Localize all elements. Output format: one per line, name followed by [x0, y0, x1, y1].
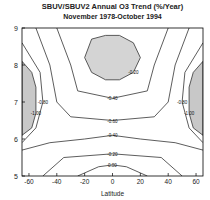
x-tick-label: -60 [24, 178, 34, 185]
y-tick-label: 8 [14, 62, 18, 69]
x-tick [112, 173, 113, 176]
contour-area [189, 61, 203, 135]
x-tick [28, 173, 29, 176]
background [0, 0, 210, 200]
y-tick [22, 139, 25, 140]
x-tick-label: 0 [111, 178, 115, 185]
subtitle: November 1978-October 1994 [63, 13, 162, 20]
contour-area [22, 61, 36, 135]
x-tick [140, 173, 141, 176]
plot-frame [22, 28, 203, 176]
x-tick [56, 173, 57, 176]
y-tick-label: 5 [14, 173, 18, 180]
contour-area [85, 35, 141, 79]
contour-label: -1.00 [31, 111, 42, 116]
contour-label: -0.40 [107, 133, 118, 138]
x-tick-label: 20 [137, 178, 145, 185]
x-tick-label: -20 [80, 178, 90, 185]
contour-label: -0.20 [107, 152, 118, 157]
y-tick-label: 6 [14, 136, 18, 143]
contour-line [57, 28, 168, 98]
title: SBUV/SBUV2 Annual O3 Trend (%/Year) [42, 2, 184, 11]
y-tick [22, 102, 25, 103]
chart-root: SBUV/SBUV2 Annual O3 Trend (%/Year) Novem… [0, 0, 210, 200]
contour-label: -0.80 [177, 100, 188, 105]
y-tick [22, 176, 25, 177]
x-tick-label: 40 [165, 178, 173, 185]
contour-line [22, 43, 43, 143]
y-tick [22, 65, 25, 66]
x-tick-label: -40 [52, 178, 62, 185]
plot-area [22, 28, 203, 176]
contour-label: -1.00 [184, 111, 195, 116]
contour-label: 0.00 [108, 163, 117, 168]
x-tick [196, 173, 197, 176]
contour-line [182, 43, 203, 143]
x-axis-label: Latitude [101, 190, 125, 197]
contour-label: -0.20 [128, 70, 139, 75]
chart-svg: SBUV/SBUV2 Annual O3 Trend (%/Year) Novem… [0, 0, 210, 200]
y-tick-label: 7 [14, 99, 18, 106]
contour-label: -0.60 [107, 119, 118, 124]
contour-label: -0.40 [107, 96, 118, 101]
x-tick-label: 60 [192, 178, 200, 185]
y-tick-label: 9 [14, 25, 18, 32]
contour-line [36, 28, 189, 121]
x-tick [84, 173, 85, 176]
y-tick [22, 28, 25, 29]
contour-line [43, 154, 182, 176]
contour-label: -0.80 [38, 100, 49, 105]
contour-labels: -1.00 -1.00 -0.20 -0.40 -0.60 -0.80 -0.80 -0.40… [31, 70, 195, 167]
x-tick [168, 173, 169, 176]
